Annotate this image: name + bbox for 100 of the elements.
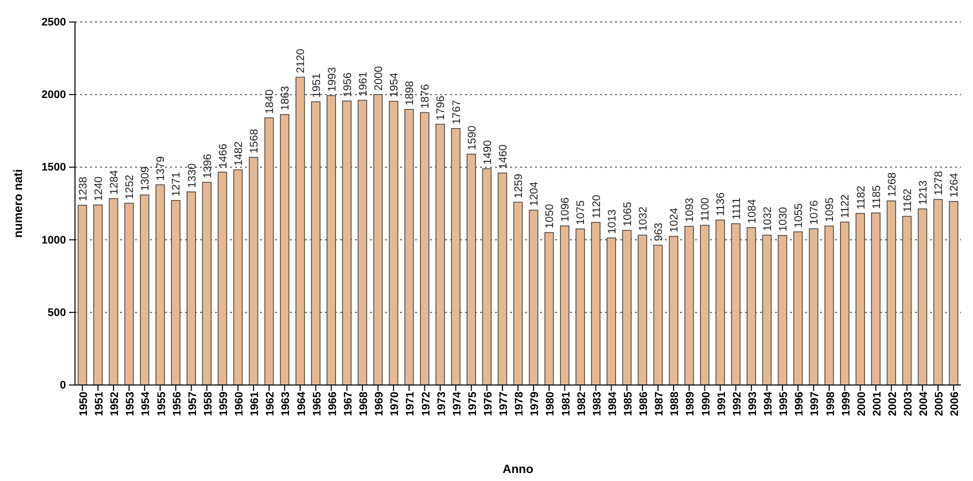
data-label: 1284: [108, 170, 121, 195]
x-tick-label: 1951: [94, 392, 106, 416]
y-tick-label: 1500: [42, 162, 66, 174]
x-tick-label: 1994: [762, 390, 775, 416]
bar: [404, 109, 414, 386]
x-tick-label: 1987: [654, 392, 666, 416]
x-tick-label: 1983: [591, 392, 604, 416]
bar: [886, 200, 896, 386]
bar: [948, 201, 958, 386]
x-tick-label: 1985: [622, 392, 635, 416]
x-tick-label: 1979: [529, 392, 542, 416]
y-tick-label: 0: [60, 380, 66, 392]
x-tick-label: 1963: [280, 392, 292, 416]
bar: [638, 234, 648, 386]
x-tick-label: 1995: [778, 392, 790, 416]
data-label: 1840: [264, 89, 276, 114]
data-label: 1466: [217, 144, 230, 168]
bar: [202, 182, 212, 386]
x-tick-label: 1968: [358, 392, 370, 416]
x-tick-label: 2004: [918, 390, 930, 416]
bar: [746, 227, 756, 386]
data-label: 1050: [544, 204, 556, 229]
x-tick-label: 1980: [544, 392, 557, 416]
x-tick-label: 1981: [560, 392, 572, 416]
bar: [373, 94, 383, 386]
data-label: 1863: [280, 86, 292, 110]
data-label: 1264: [948, 172, 961, 198]
bar: [576, 228, 585, 386]
bar: [513, 202, 523, 386]
data-label: 1030: [777, 206, 790, 232]
data-label: 1568: [248, 128, 261, 154]
x-tick-label: 1952: [109, 392, 122, 416]
data-label: 1954: [388, 72, 401, 98]
x-tick-label: 1953: [124, 392, 137, 416]
data-label: 1075: [575, 200, 588, 225]
x-tick-label: 1998: [824, 392, 837, 416]
bar: [762, 234, 772, 386]
bar: [591, 222, 600, 386]
bar: [280, 114, 290, 386]
data-label: 1876: [420, 84, 432, 109]
bar: [140, 194, 150, 386]
x-tick-label: 2003: [902, 392, 915, 416]
data-label: 2120: [295, 48, 308, 74]
x-tick-label: 1986: [638, 392, 650, 416]
x-tick-label: 1969: [374, 392, 386, 416]
data-label: 2000: [372, 66, 385, 91]
x-tick-label: 2006: [949, 392, 962, 416]
bar: [264, 117, 274, 386]
data-label: 1268: [886, 172, 898, 197]
y-tick-label: 500: [48, 306, 66, 319]
x-tick-label: 2000: [856, 392, 868, 416]
data-label: 1993: [326, 67, 338, 92]
x-tick-label: 1971: [404, 392, 417, 416]
bar: [824, 226, 834, 386]
x-tick-label: 1970: [389, 392, 402, 416]
bar: [358, 100, 368, 386]
bar: [793, 231, 803, 386]
data-label: 1590: [466, 126, 478, 150]
data-label: 1111: [730, 198, 743, 220]
x-tick-label: 2005: [934, 392, 946, 416]
data-label: 1271: [170, 172, 183, 196]
bar: [871, 212, 880, 386]
data-label: 1032: [637, 206, 650, 232]
data-label: 1013: [606, 209, 618, 234]
data-label: 1122: [840, 194, 852, 218]
bar: [731, 223, 740, 386]
bar: [186, 191, 196, 386]
bar: [248, 156, 258, 386]
data-label: 1309: [140, 166, 152, 191]
x-tick-label: 2001: [871, 392, 884, 416]
data-label: 1204: [528, 182, 541, 206]
x-tick-label: 1992: [731, 392, 744, 416]
data-label: 1259: [513, 174, 525, 198]
x-tick-label: 1967: [342, 392, 354, 416]
bar: [218, 172, 228, 386]
x-tick-label: 1990: [700, 392, 712, 416]
x-tick-label: 1974: [451, 390, 464, 416]
data-label: 1096: [560, 197, 572, 222]
data-label: 1961: [357, 72, 370, 96]
data-label: 1076: [808, 200, 821, 225]
data-label: 1238: [77, 176, 90, 202]
x-tick-label: 1989: [684, 392, 697, 416]
bar: [622, 230, 632, 386]
data-label: 1240: [92, 176, 105, 201]
x-tick-label: 1996: [794, 392, 806, 416]
data-label: 1162: [902, 188, 914, 212]
x-tick-label: 1984: [606, 390, 619, 416]
data-label: 1951: [310, 73, 323, 98]
data-label: 1095: [824, 198, 836, 222]
bar: [124, 202, 134, 386]
data-label: 1767: [450, 100, 463, 124]
bar: [606, 238, 616, 386]
bar: [808, 228, 818, 386]
data-label: 1084: [746, 199, 758, 224]
data-label: 1898: [404, 80, 416, 106]
bar: [388, 100, 398, 386]
x-tick-label: 1950: [78, 392, 90, 416]
bar: [311, 101, 320, 386]
bar: [451, 128, 460, 386]
x-tick-label: 1954: [140, 390, 152, 416]
